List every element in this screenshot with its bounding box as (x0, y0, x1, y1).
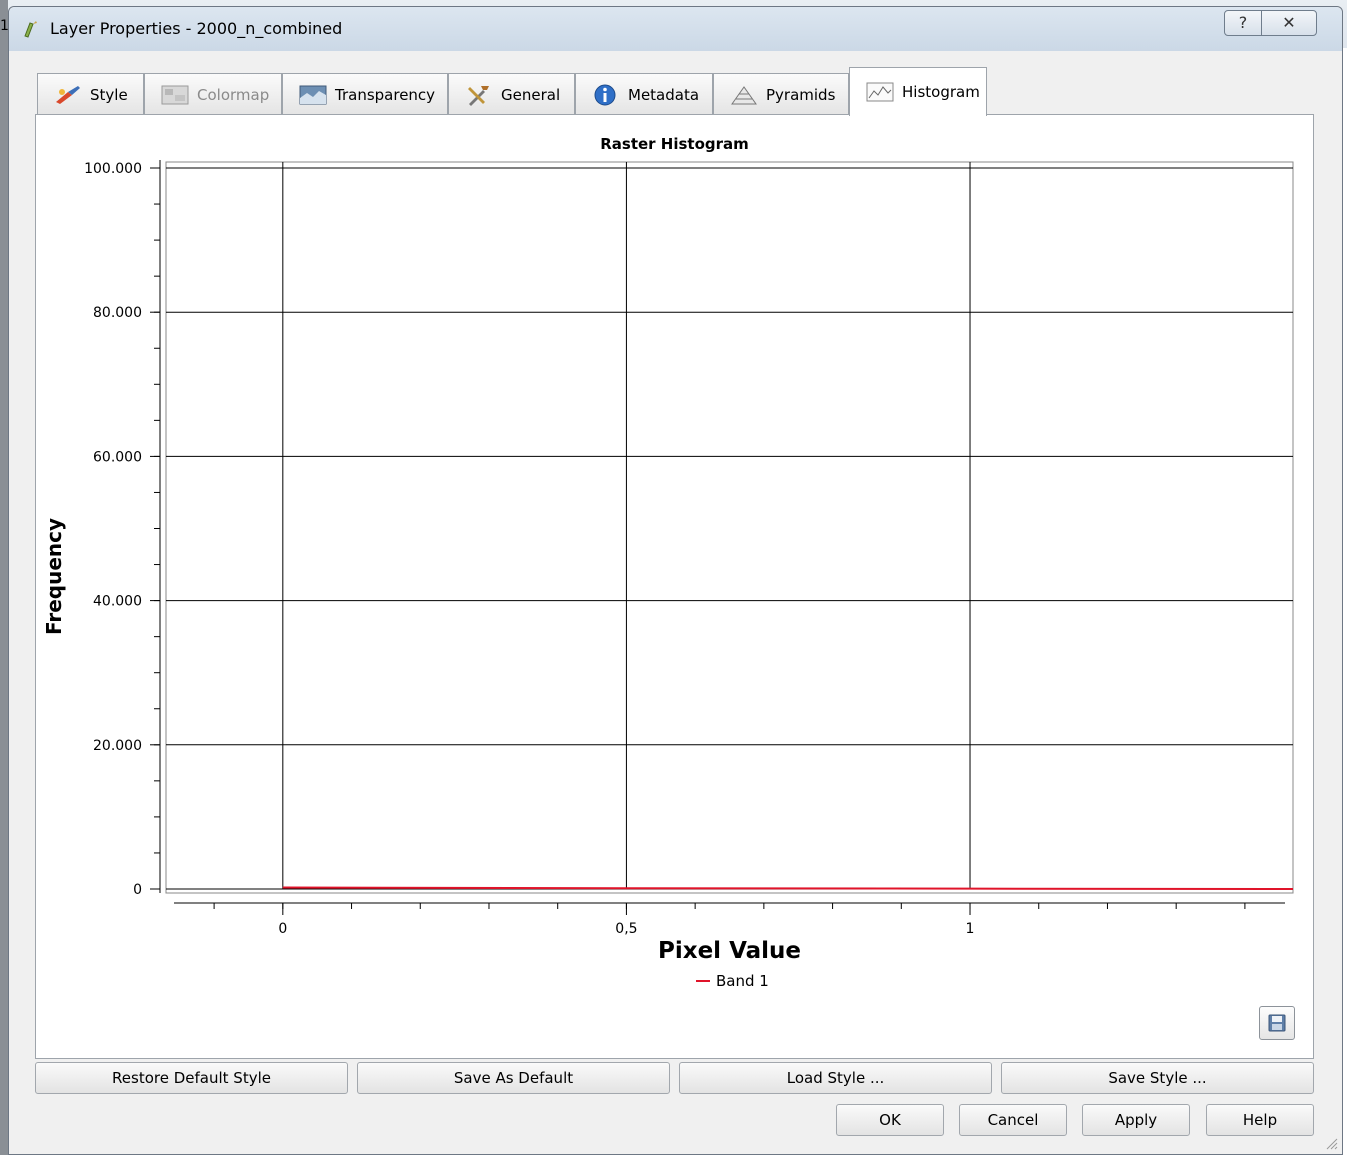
histogram-panel: Raster Histogram 0 20.000 40.000 60.000 80.0… (35, 114, 1314, 1059)
legend-label-band-1: Band 1 (716, 972, 769, 990)
ok-button[interactable]: OK (836, 1104, 944, 1136)
save-as-default-button[interactable]: Save As Default (357, 1062, 670, 1094)
save-plot-button[interactable] (1259, 1006, 1295, 1040)
help-icon[interactable]: ? (1224, 10, 1262, 36)
tools-icon (468, 85, 489, 106)
tab-transparency-label: Transparency (335, 85, 436, 104)
tab-histogram-label: Histogram (902, 83, 980, 101)
y-tick-label: 100.000 (84, 161, 142, 177)
histogram-plot[interactable]: 0 20.000 40.000 60.000 80.000 100.000 0 0,5 1 (36, 115, 1313, 1058)
y-tick-label: 80.000 (93, 305, 142, 321)
x-tick-label: 0,5 (615, 921, 637, 937)
series-line-band-1 (282, 886, 1294, 890)
y-tick-label: 0 (133, 882, 142, 898)
tab-general-label: General (501, 85, 561, 104)
restore-default-style-button[interactable]: Restore Default Style (35, 1062, 348, 1094)
info-icon (594, 84, 616, 105)
pyramid-icon (731, 85, 757, 104)
save-style-button[interactable]: Save Style ... (1001, 1062, 1314, 1094)
apply-button[interactable]: Apply (1082, 1104, 1190, 1136)
floppy-disk-icon (1268, 1014, 1286, 1032)
tab-histogram[interactable]: Histogram (849, 67, 987, 116)
tab-colormap: Colormap (144, 73, 282, 115)
x-tick-label: 1 (966, 921, 975, 937)
paintbrush-icon (56, 85, 80, 104)
background-edge (0, 0, 8, 1155)
chart-title: Raster Histogram (600, 135, 749, 153)
tab-metadata-label: Metadata (628, 85, 700, 104)
layer-properties-dialog: Layer Properties - 2000_n_combined ? ✕ S… (8, 6, 1343, 1155)
y-tick-label: 40.000 (93, 594, 142, 610)
chart-legend: Band 1 (696, 972, 769, 990)
plot-frame (165, 161, 1294, 894)
layer-properties-icon (24, 21, 37, 38)
close-icon[interactable]: ✕ (1261, 10, 1317, 36)
transparency-icon (299, 85, 327, 104)
tab-pyramids[interactable]: Pyramids (713, 73, 849, 115)
tab-pyramids-label: Pyramids (766, 85, 836, 104)
tab-style[interactable]: Style (37, 73, 144, 115)
histogram-icon (866, 82, 894, 102)
tab-colormap-label: Colormap (197, 85, 270, 104)
window-title: Layer Properties - 2000_n_combined (50, 19, 343, 38)
cancel-button[interactable]: Cancel (959, 1104, 1067, 1136)
load-style-button[interactable]: Load Style ... (679, 1062, 992, 1094)
title-bar[interactable]: Layer Properties - 2000_n_combined ? ✕ (9, 7, 1342, 51)
legend-swatch-band-1 (696, 980, 710, 982)
x-axis-label: Pixel Value (658, 938, 801, 964)
y-tick-label: 20.000 (93, 738, 142, 754)
tab-transparency[interactable]: Transparency (282, 73, 448, 115)
y-tick-label: 60.000 (93, 449, 142, 465)
resize-grip-icon[interactable] (1324, 1136, 1338, 1150)
tab-metadata[interactable]: Metadata (575, 73, 713, 115)
help-button[interactable]: Help (1206, 1104, 1314, 1136)
colormap-icon (161, 85, 189, 104)
x-tick-label: 0 (278, 921, 287, 937)
tab-style-label: Style (90, 85, 128, 104)
tab-general[interactable]: General (448, 73, 575, 115)
y-axis-label: Frequency (42, 517, 66, 635)
